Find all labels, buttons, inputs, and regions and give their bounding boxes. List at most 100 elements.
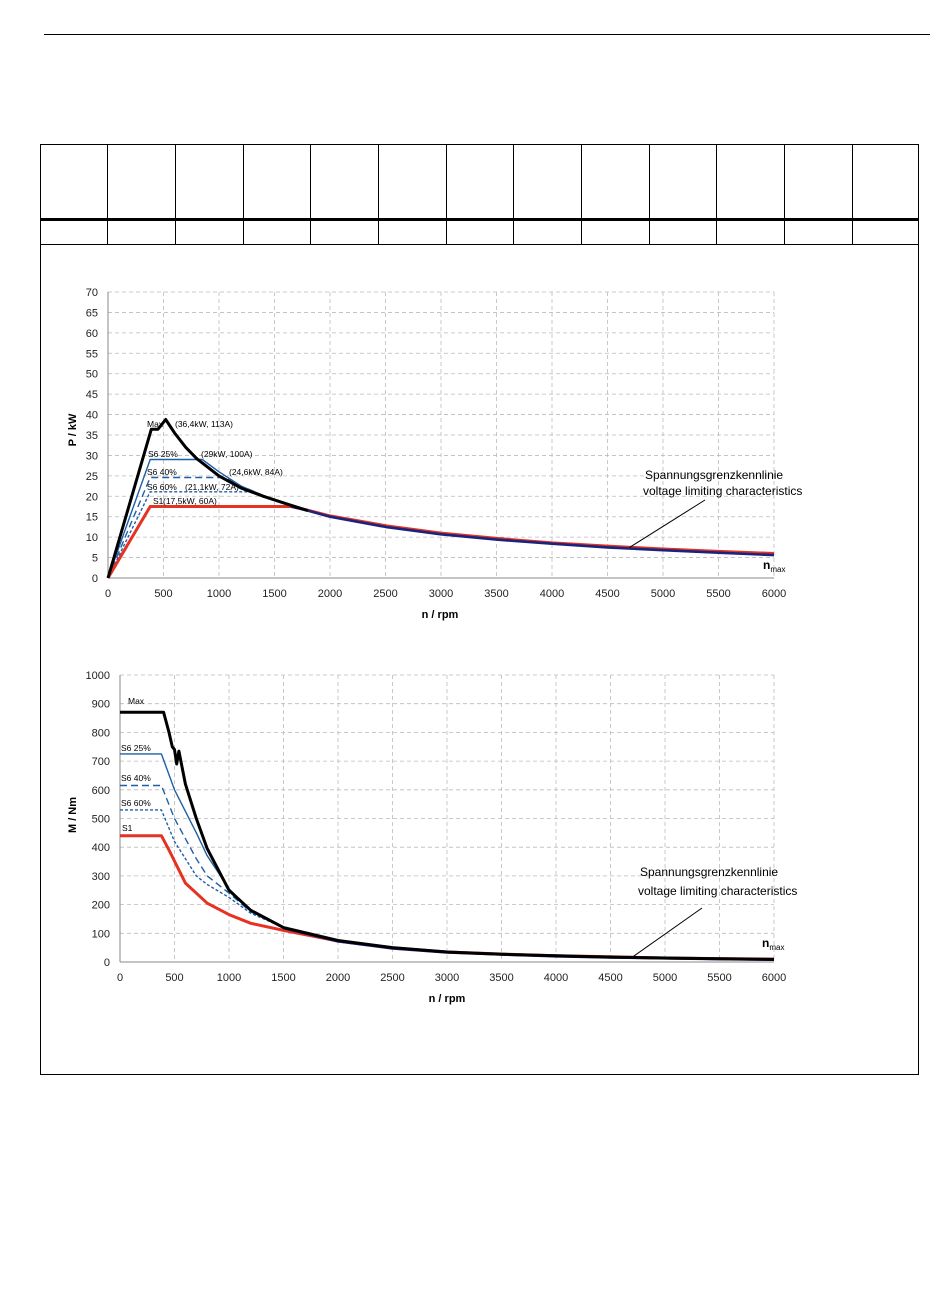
y-tick-label: 30 xyxy=(86,450,98,462)
y-tick-label: 900 xyxy=(92,699,110,711)
header-cell-divider xyxy=(513,144,514,245)
header-cell-divider xyxy=(852,144,853,245)
x-tick-label: 0 xyxy=(105,588,111,600)
series-s6-40- xyxy=(120,784,284,929)
curve-label: S1 xyxy=(122,823,133,833)
header-cell-divider xyxy=(649,144,650,245)
series-max xyxy=(120,710,775,961)
curve-label: S6 60% xyxy=(121,798,151,808)
y-tick-label: 500 xyxy=(92,814,110,826)
annotation-leader xyxy=(632,907,703,958)
tick-labels: 0 500 1000 1500 2000 2500 3000 3500 4000 4500 5000… xyxy=(86,287,786,600)
x-tick-label: 2500 xyxy=(380,972,404,984)
x-tick-label: 5000 xyxy=(653,972,677,984)
x-tick-label: 3500 xyxy=(484,588,508,600)
curve-label: Max xyxy=(128,696,145,706)
curve-label: S6 25% xyxy=(121,743,151,753)
series-s6-60- xyxy=(120,809,284,929)
x-tick-label: 6000 xyxy=(762,972,786,984)
curve-label-detail: (17,5kW, 60A) xyxy=(163,496,217,506)
nmax-label: nmax xyxy=(762,936,784,952)
header-cell-divider xyxy=(581,144,582,245)
y-tick-label: 60 xyxy=(86,328,98,340)
annotation-line1: Spannungsgrenzkennlinie xyxy=(645,468,783,482)
y-tick-label: 65 xyxy=(86,307,98,319)
x-tick-label: 5500 xyxy=(707,972,731,984)
x-tick-label: 500 xyxy=(165,972,183,984)
x-tick-label: 3000 xyxy=(429,588,453,600)
y-tick-label: 50 xyxy=(86,369,98,381)
header-cell-divider xyxy=(378,144,379,245)
x-tick-label: 4000 xyxy=(544,972,568,984)
x-tick-label: 2000 xyxy=(318,588,342,600)
header-bottom-rule xyxy=(40,244,919,245)
curve-label: S6 25% xyxy=(148,449,178,459)
x-tick-label: 1500 xyxy=(262,588,286,600)
y-tick-label: 45 xyxy=(86,389,98,401)
power-chart: 0 500 1000 1500 2000 2500 3000 3500 4000 4500 5000… xyxy=(67,287,802,621)
x-tick-label: 4500 xyxy=(595,588,619,600)
nmax-label: nmax xyxy=(763,558,785,574)
x-tick-label: 6000 xyxy=(762,588,786,600)
curve-labels: Max S6 25% S6 40% S6 60% S1 xyxy=(121,696,151,833)
header-cell-divider xyxy=(243,144,244,245)
y-tick-label: 800 xyxy=(92,727,110,739)
series-group xyxy=(106,418,775,579)
y-tick-label: 200 xyxy=(92,900,110,912)
header-cell-divider xyxy=(175,144,176,245)
x-tick-label: 2000 xyxy=(326,972,350,984)
figure-frame xyxy=(40,144,919,1075)
x-tick-label: 1000 xyxy=(207,588,231,600)
x-axis-label: n / rpm xyxy=(422,609,459,621)
series-max xyxy=(106,418,309,579)
x-tick-label: 0 xyxy=(117,972,123,984)
torque-chart: 0 500 1000 1500 2000 2500 3000 3500 4000 4500 5000… xyxy=(67,670,797,1005)
curve-label-detail: (24,6kW, 84A) xyxy=(229,467,283,477)
annotation-leader xyxy=(629,499,706,548)
y-tick-label: 1000 xyxy=(86,670,110,682)
grid xyxy=(119,674,775,963)
header-table xyxy=(40,144,919,245)
y-tick-label: 600 xyxy=(92,785,110,797)
top-rule xyxy=(44,34,930,35)
curve-label-detail: (21,1kW, 72A) xyxy=(185,482,239,492)
header-cell-divider xyxy=(716,144,717,245)
header-cell-divider xyxy=(310,144,311,245)
y-axis-label: M / Nm xyxy=(67,797,79,833)
curve-label-detail: (29kW, 100A) xyxy=(201,449,253,459)
x-tick-label: 1500 xyxy=(271,972,295,984)
x-tick-label: 500 xyxy=(154,588,172,600)
curve-label: S6 40% xyxy=(121,773,151,783)
y-tick-label: 5 xyxy=(92,553,98,565)
x-tick-label: 2500 xyxy=(373,588,397,600)
curve-label: S1 xyxy=(153,496,164,506)
y-tick-label: 40 xyxy=(86,410,98,422)
y-tick-label: 15 xyxy=(86,512,98,524)
y-tick-label: 70 xyxy=(86,287,98,299)
grid xyxy=(107,291,775,579)
annotation-line2: voltage limiting characteristics xyxy=(638,884,797,898)
curve-labels: Max (36,4kW, 113A) S6 25% (29kW, 100A) S6 40… xyxy=(147,419,283,506)
series-voltage-limit xyxy=(290,505,775,557)
x-tick-label: 3500 xyxy=(489,972,513,984)
x-tick-label: 5500 xyxy=(706,588,730,600)
y-tick-label: 0 xyxy=(92,573,98,585)
y-tick-label: 100 xyxy=(92,928,110,940)
y-axis-label: P / kW xyxy=(67,413,79,446)
x-tick-label: 1000 xyxy=(217,972,241,984)
annotation-line2: voltage limiting characteristics xyxy=(643,484,802,498)
header-cell-divider xyxy=(446,144,447,245)
tick-labels: 0 500 1000 1500 2000 2500 3000 3500 4000 4500 5000… xyxy=(86,670,787,984)
y-tick-label: 25 xyxy=(86,471,98,483)
y-tick-label: 0 xyxy=(104,957,110,969)
y-tick-label: 400 xyxy=(92,842,110,854)
curve-label: S6 60% xyxy=(147,482,177,492)
x-tick-label: 5000 xyxy=(651,588,675,600)
y-tick-label: 10 xyxy=(86,532,98,544)
y-tick-label: 55 xyxy=(86,348,98,360)
x-tick-label: 4500 xyxy=(598,972,622,984)
series-group xyxy=(120,710,775,961)
y-tick-label: 700 xyxy=(92,756,110,768)
curve-label: S6 40% xyxy=(147,467,177,477)
header-cell-divider xyxy=(107,144,108,245)
